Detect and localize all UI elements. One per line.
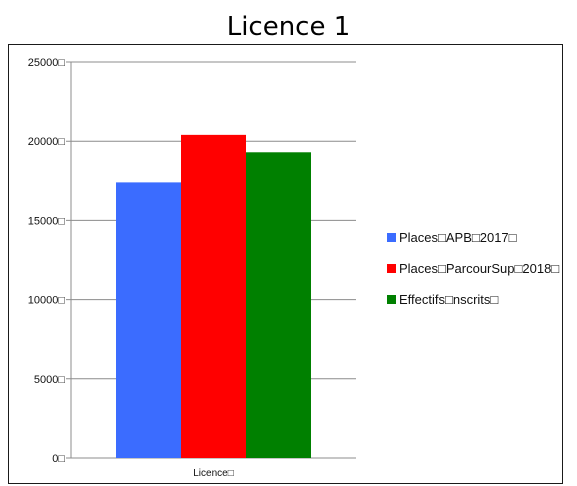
bar-3 — [246, 152, 311, 458]
y-tick-label: 20000□ — [28, 136, 66, 148]
legend-swatch — [387, 233, 396, 242]
bar-2 — [181, 134, 246, 458]
legend-label: Places□ParcourSup□2018□ — [399, 261, 559, 276]
y-tick-label: 15000□ — [28, 215, 66, 227]
legend-label: Places□APB□2017□ — [399, 230, 517, 245]
bar-1 — [116, 182, 181, 458]
y-tick-label: 10000□ — [28, 295, 66, 307]
x-tick-labels: Licence□ — [193, 468, 234, 479]
legend-swatch — [387, 295, 396, 304]
y-tick-label: 25000□ — [28, 57, 66, 69]
x-tick-label: Licence□ — [193, 468, 234, 479]
legend: Places□APB□2017□ Places□ParcourSup□2018□ E… — [387, 230, 559, 307]
legend-label: Effectifs□nscrits□ — [399, 292, 498, 307]
chart-frame — [8, 44, 563, 484]
y-tick-label: 5000□ — [34, 374, 65, 386]
chart-title: Licence 1 — [226, 12, 351, 42]
y-tick-labels: 0□ 5000□ 10000□ 15000□ 20000□ 25000□ — [28, 57, 66, 465]
legend-swatch — [387, 264, 396, 273]
y-tick-label: 0□ — [52, 453, 65, 465]
bars — [116, 134, 311, 458]
